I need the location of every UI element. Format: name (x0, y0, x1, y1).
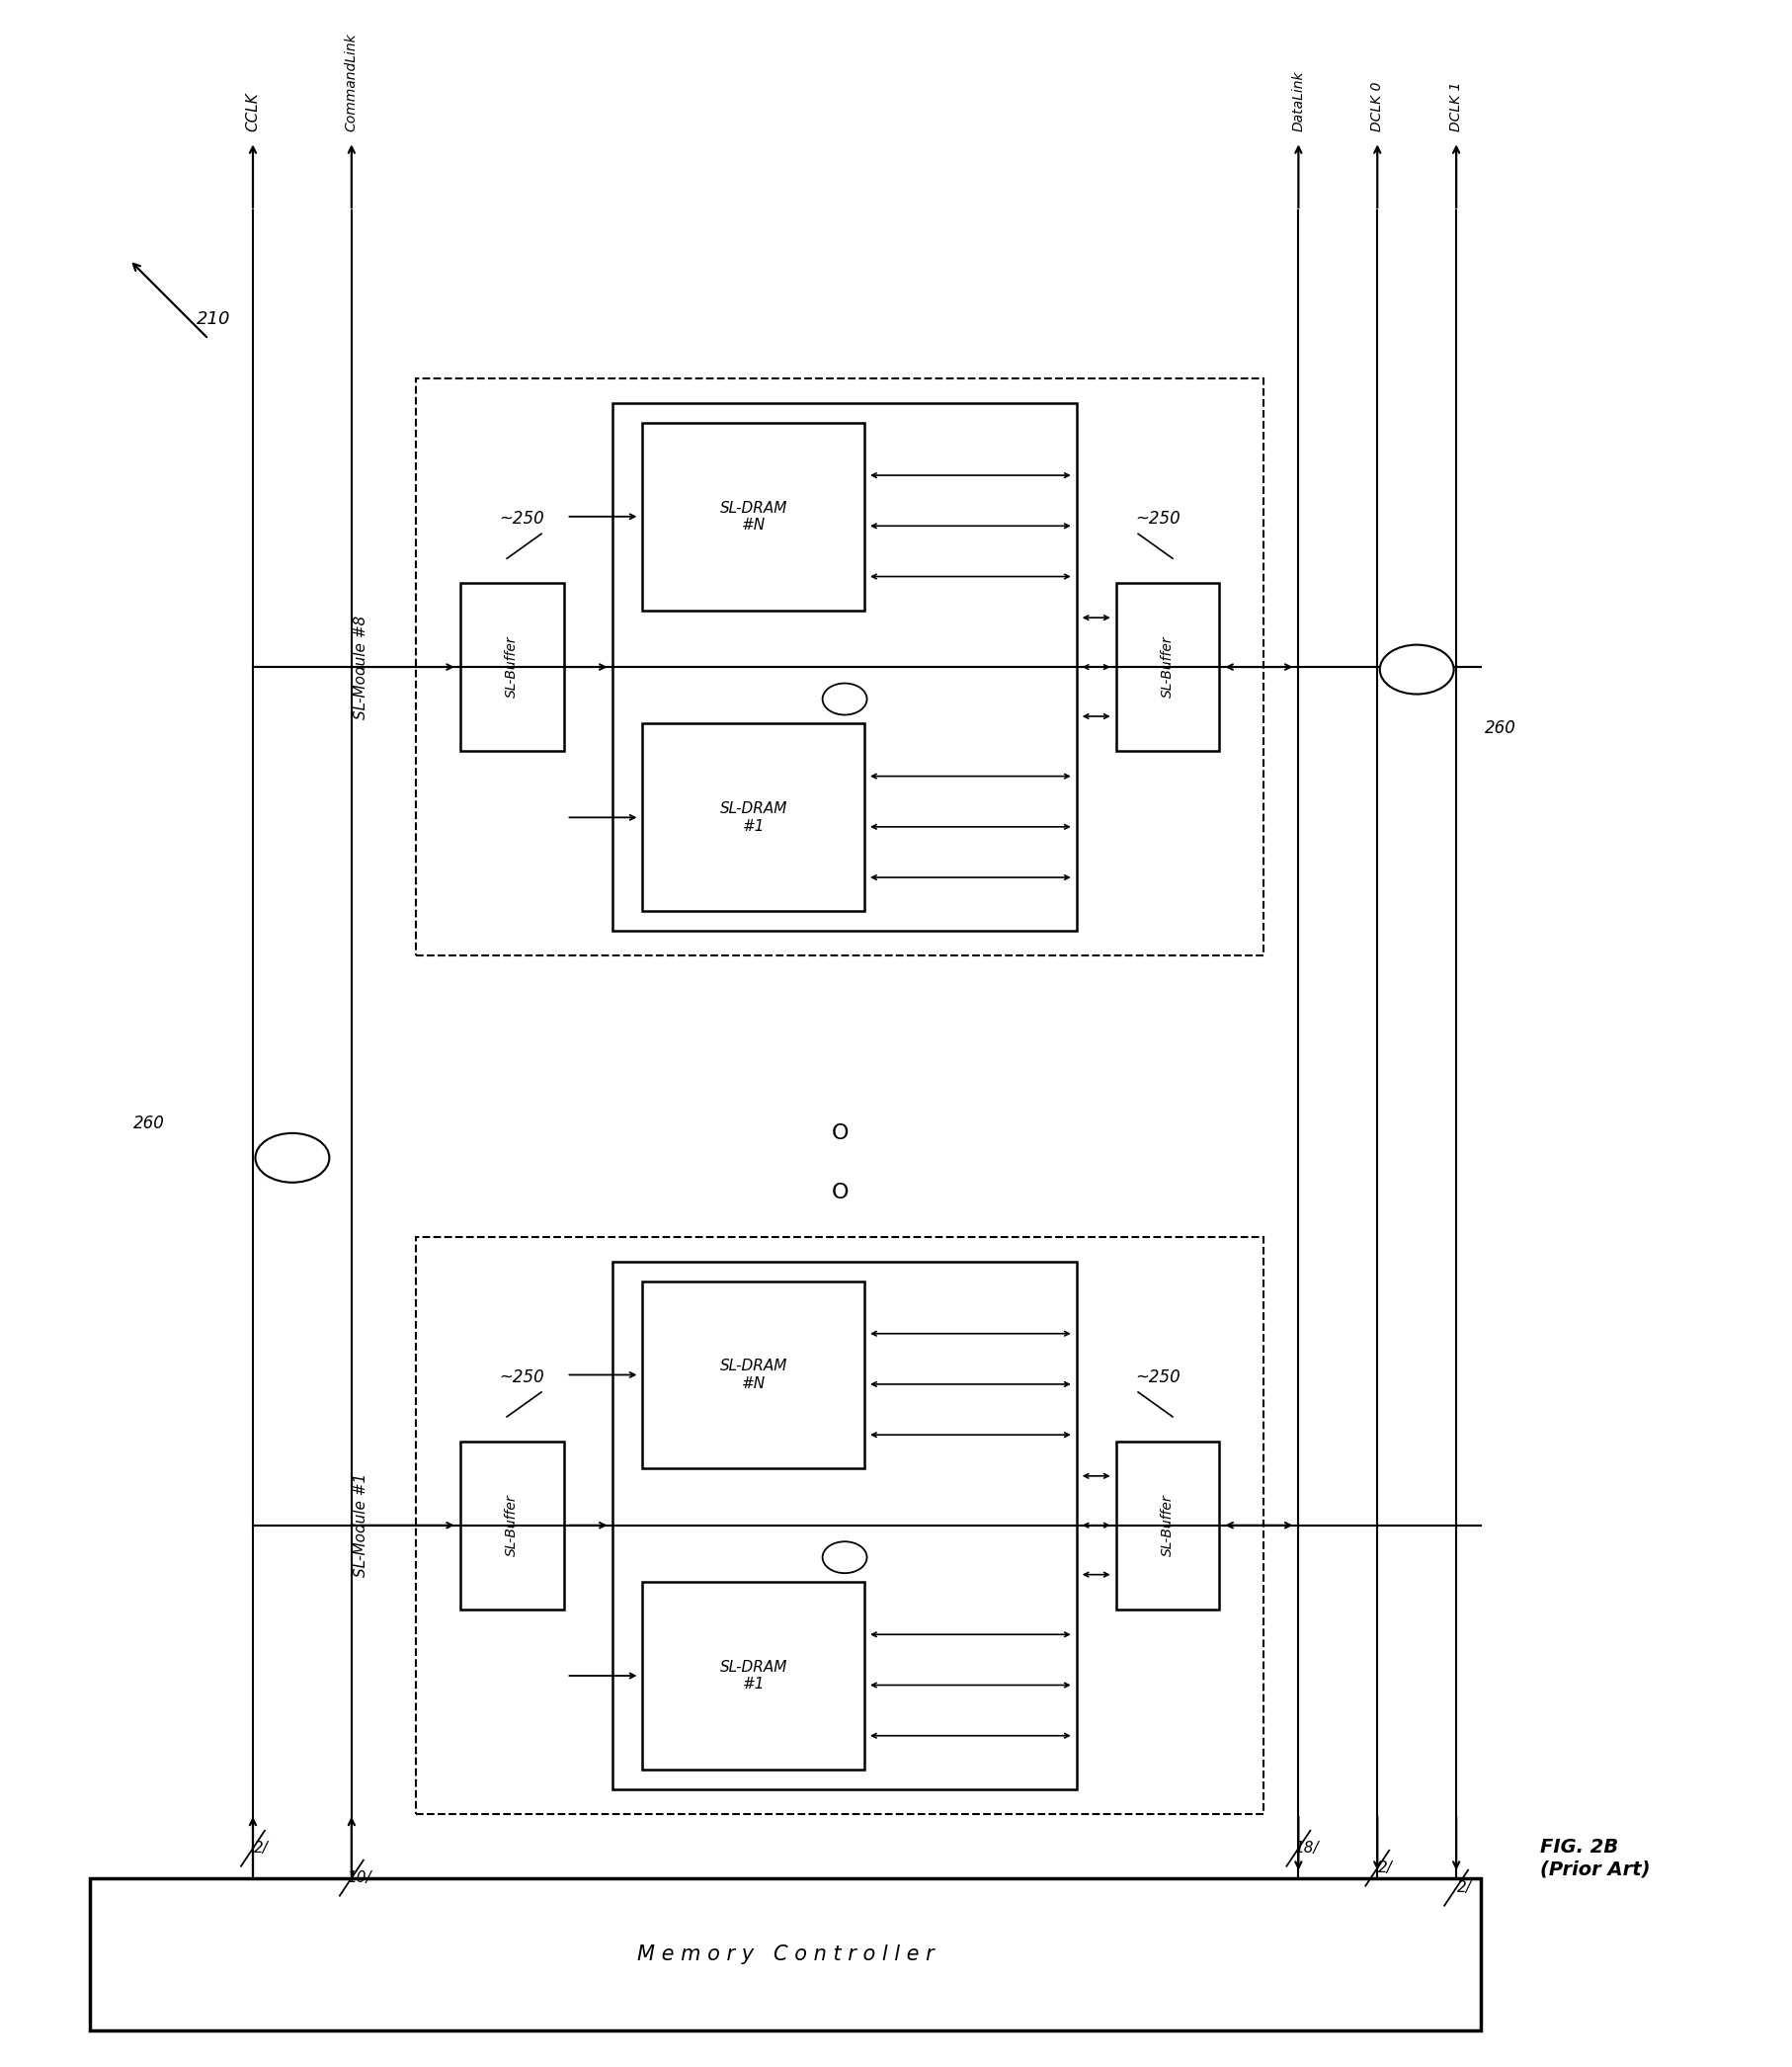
Text: SL-DRAM
#N: SL-DRAM #N (719, 1358, 787, 1391)
Text: DataLink: DataLink (1290, 70, 1305, 132)
Text: O: O (831, 1122, 848, 1143)
FancyBboxPatch shape (1115, 583, 1219, 750)
Text: SL-DRAM
#N: SL-DRAM #N (719, 500, 787, 533)
Ellipse shape (1380, 645, 1453, 695)
Ellipse shape (823, 684, 866, 715)
Text: DCLK 1: DCLK 1 (1448, 83, 1462, 132)
Text: SL-DRAM
#1: SL-DRAM #1 (719, 802, 787, 833)
Text: SL-Module #8: SL-Module #8 (353, 616, 369, 719)
Text: SL-Buffer: SL-Buffer (1159, 637, 1174, 699)
Text: M e m o r y   C o n t r o l l e r: M e m o r y C o n t r o l l e r (636, 1945, 934, 1964)
Ellipse shape (254, 1133, 330, 1182)
Text: ~250: ~250 (1134, 1368, 1179, 1387)
FancyBboxPatch shape (461, 583, 563, 750)
Text: ~250: ~250 (498, 511, 545, 527)
Text: SL-Buffer: SL-Buffer (505, 637, 518, 699)
Ellipse shape (823, 1542, 866, 1573)
FancyBboxPatch shape (90, 1879, 1480, 2032)
FancyBboxPatch shape (642, 1581, 864, 1769)
FancyBboxPatch shape (613, 403, 1075, 930)
Text: 2/: 2/ (253, 1842, 269, 1856)
Text: 18/: 18/ (1294, 1842, 1317, 1856)
FancyBboxPatch shape (1115, 1441, 1219, 1608)
Text: FIG. 2B
(Prior Art): FIG. 2B (Prior Art) (1539, 1838, 1649, 1879)
Text: 210: 210 (197, 310, 231, 329)
Text: 2/: 2/ (1455, 1881, 1471, 1895)
Text: ~250: ~250 (498, 1368, 545, 1387)
Text: CCLK: CCLK (246, 93, 260, 132)
FancyBboxPatch shape (416, 1236, 1263, 1815)
Text: SL-DRAM
#1: SL-DRAM #1 (719, 1660, 787, 1691)
FancyBboxPatch shape (613, 1261, 1075, 1790)
Text: SL-Module #1: SL-Module #1 (353, 1474, 369, 1577)
FancyBboxPatch shape (416, 378, 1263, 955)
FancyBboxPatch shape (642, 723, 864, 912)
Text: DCLK 0: DCLK 0 (1369, 83, 1383, 132)
Text: O: O (831, 1182, 848, 1203)
Text: SL-Buffer: SL-Buffer (1159, 1494, 1174, 1556)
Text: 260: 260 (1484, 719, 1516, 738)
Text: 2/: 2/ (1376, 1860, 1392, 1875)
Text: 10/: 10/ (348, 1871, 371, 1885)
Text: SL-Buffer: SL-Buffer (505, 1494, 518, 1556)
FancyBboxPatch shape (461, 1441, 563, 1608)
Text: 260: 260 (134, 1114, 165, 1133)
Text: CommandLink: CommandLink (344, 33, 358, 132)
FancyBboxPatch shape (642, 424, 864, 610)
FancyBboxPatch shape (642, 1282, 864, 1468)
Text: ~250: ~250 (1134, 511, 1179, 527)
